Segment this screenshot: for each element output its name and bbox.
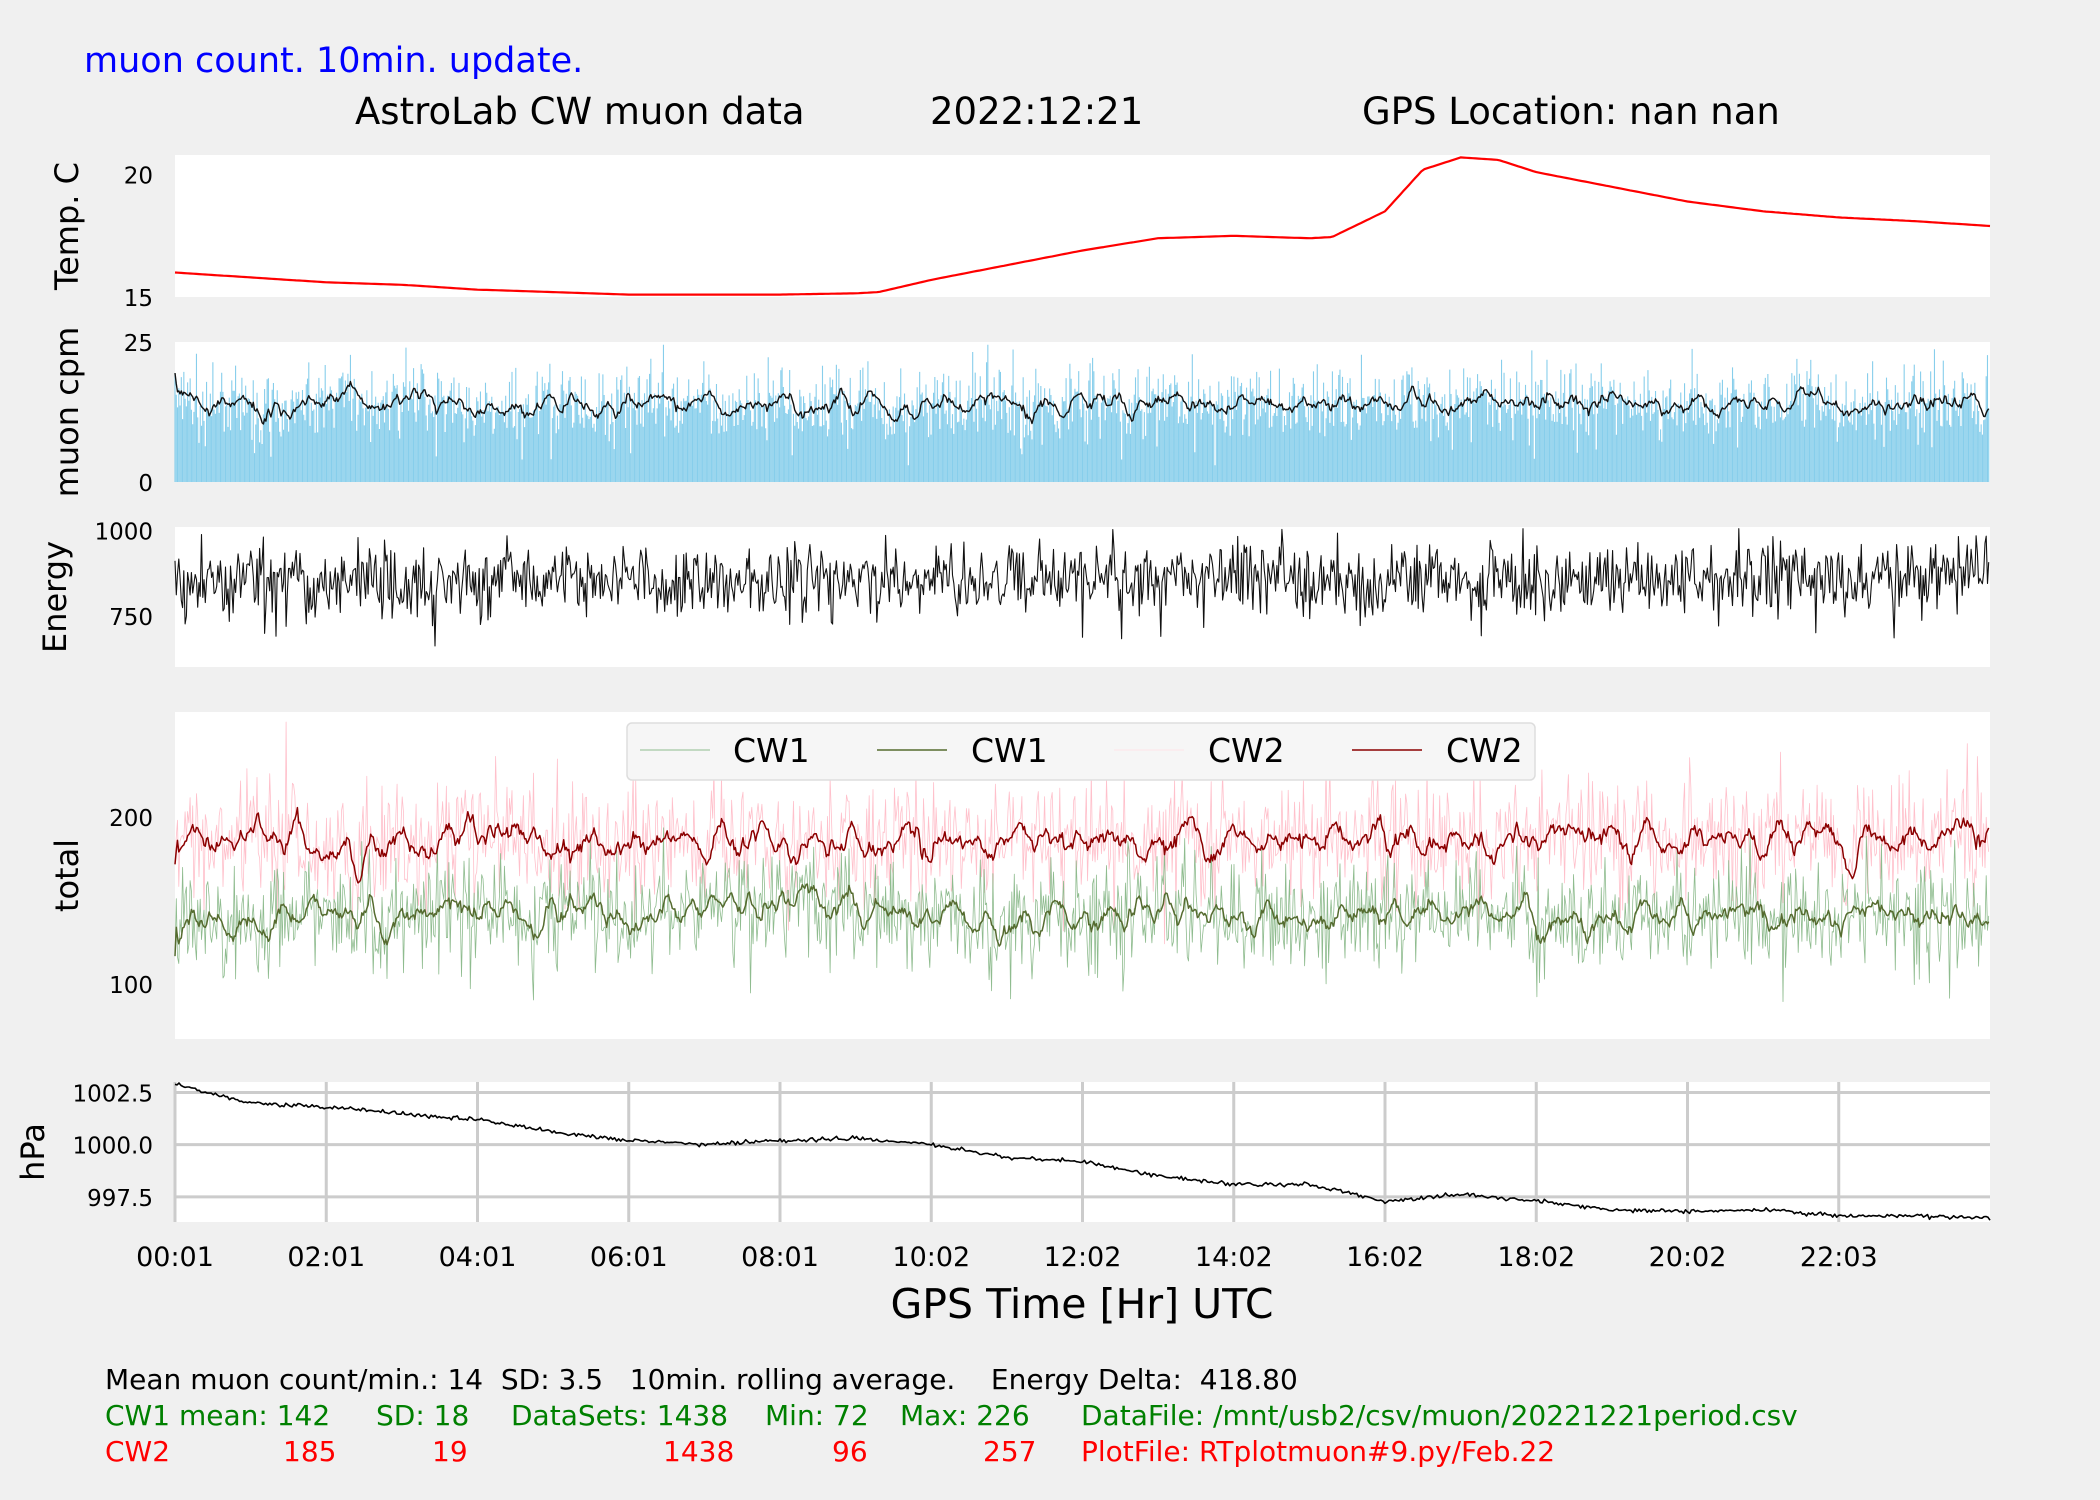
top-note: muon count. 10min. update. <box>84 41 583 81</box>
y-tick-label: 1000.0 <box>73 1134 153 1160</box>
total-legend: CW1 CW1 CW2 CW2 <box>626 722 1536 781</box>
cw2-average-line <box>174 806 1990 884</box>
stats-cw2-sd: 19 <box>432 1435 468 1468</box>
muon-rolling-average-line <box>174 373 1990 425</box>
stats-cw2-label: CW2 <box>105 1435 170 1468</box>
x-tick-label: 12:02 <box>1044 1242 1122 1273</box>
stats-cw2-min: 96 <box>832 1435 868 1468</box>
x-tick-label: 02:01 <box>287 1242 365 1273</box>
axis-layer: 20 15 25 0 1000 750 200 100 1002.5 1000.0 997.5 Tem… <box>14 162 1878 1273</box>
y-axis-label: muon cpm <box>48 327 86 498</box>
y-tick-label: 750 <box>109 605 153 631</box>
x-tick-label: 14:02 <box>1195 1242 1273 1273</box>
x-tick-label: 00:01 <box>136 1242 214 1273</box>
temp-panel <box>175 155 1990 297</box>
stats-cw1-min: Min: 72 <box>765 1399 869 1432</box>
chart-gps-location: GPS Location: nan nan <box>1362 90 1780 133</box>
x-axis-label: GPS Time [Hr] UTC <box>891 1280 1274 1328</box>
stats-cw1-sd: SD: 18 <box>376 1399 469 1432</box>
x-tick-label: 10:02 <box>892 1242 970 1273</box>
series-layer <box>174 156 1991 1221</box>
y-axis-label: total <box>48 839 86 912</box>
y-tick-label: 0 <box>138 471 153 497</box>
stats-summary-line: Mean muon count/min.: 14 SD: 3.5 10min. … <box>105 1363 1298 1396</box>
y-tick-label: 20 <box>124 164 153 190</box>
temperature-line <box>174 156 1991 296</box>
x-tick-label: 16:02 <box>1346 1242 1424 1273</box>
y-tick-label: 100 <box>109 973 153 999</box>
x-tick-label: 22:03 <box>1800 1242 1878 1273</box>
y-tick-label: 15 <box>124 286 153 312</box>
y-tick-label: 1000 <box>94 519 153 545</box>
stats-cw2-mean: 185 <box>283 1435 336 1468</box>
muon-count-bars <box>174 344 1990 482</box>
stats-cw2-plotfile: PlotFile: RTplotmuon#9.py/Feb.22 <box>1081 1435 1555 1468</box>
chart-date: 2022:12:21 <box>930 90 1143 133</box>
stats-cw2-max: 257 <box>983 1435 1036 1468</box>
y-axis-label: Energy <box>36 541 74 653</box>
chart-title: AstroLab CW muon data <box>355 90 805 133</box>
y-tick-label: 25 <box>124 331 153 357</box>
stats-cw2-datasets: 1438 <box>663 1435 734 1468</box>
legend-cw1-raw-label: CW1 <box>733 731 810 770</box>
y-axis-label: Temp. C <box>48 162 86 291</box>
x-tick-label: 08:01 <box>741 1242 819 1273</box>
cw1-average-line <box>174 883 1990 957</box>
x-tick-label: 06:01 <box>590 1242 668 1273</box>
pressure-line <box>174 1082 1991 1221</box>
y-tick-label: 997.5 <box>87 1186 153 1212</box>
stats-cw1-datafile: DataFile: /mnt/usb2/csv/muon/20221221per… <box>1081 1399 1798 1432</box>
x-tick-label: 04:01 <box>439 1242 517 1273</box>
stats-cw1-mean: CW1 mean: 142 <box>105 1399 330 1432</box>
pressure-grid <box>173 1082 1990 1222</box>
x-tick-label: 20:02 <box>1649 1242 1727 1273</box>
x-tick-label: 18:02 <box>1497 1242 1575 1273</box>
legend-cw1-avg-label: CW1 <box>971 731 1048 770</box>
stats-cw1-max: Max: 226 <box>900 1399 1030 1432</box>
legend-cw2-raw-label: CW2 <box>1208 731 1285 770</box>
cw2-raw-line <box>174 721 1990 945</box>
energy-line <box>174 528 1990 647</box>
legend-cw2-avg-label: CW2 <box>1446 731 1523 770</box>
y-tick-label: 200 <box>109 806 153 832</box>
cw1-raw-line <box>174 827 1990 1002</box>
stats-cw1-datasets: DataSets: 1438 <box>511 1399 728 1432</box>
y-tick-label: 1002.5 <box>73 1081 153 1107</box>
y-axis-label: hPa <box>14 1123 52 1181</box>
